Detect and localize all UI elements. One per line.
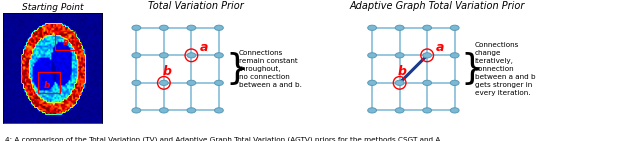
Ellipse shape: [396, 80, 404, 85]
Ellipse shape: [214, 108, 223, 113]
Text: }: }: [225, 52, 248, 86]
Ellipse shape: [423, 53, 431, 58]
Title: Starting Point: Starting Point: [22, 3, 84, 12]
Ellipse shape: [451, 108, 459, 113]
Ellipse shape: [132, 53, 141, 58]
Ellipse shape: [396, 25, 404, 30]
Text: a: a: [200, 41, 208, 54]
Ellipse shape: [451, 25, 459, 30]
Ellipse shape: [132, 25, 141, 30]
Ellipse shape: [187, 80, 196, 85]
Ellipse shape: [187, 108, 196, 113]
Ellipse shape: [423, 108, 431, 113]
Ellipse shape: [159, 108, 168, 113]
Text: Connections
remain constant
throughout,
no connection
between a and b.: Connections remain constant throughout, …: [239, 50, 301, 88]
Ellipse shape: [368, 108, 376, 113]
Ellipse shape: [214, 80, 223, 85]
Ellipse shape: [368, 80, 376, 85]
Ellipse shape: [451, 80, 459, 85]
Text: 4: A comparison of the Total Variation (TV) and Adaptive Graph Total Variation (: 4: A comparison of the Total Variation (…: [5, 137, 440, 141]
Ellipse shape: [214, 53, 223, 58]
Title: Total Variation Prior: Total Variation Prior: [148, 1, 243, 10]
Text: b: b: [162, 65, 172, 78]
Bar: [55, 31, 76, 50]
Text: b: b: [44, 81, 51, 90]
Ellipse shape: [423, 80, 431, 85]
Text: a: a: [435, 41, 444, 54]
Ellipse shape: [159, 53, 168, 58]
Text: a: a: [63, 38, 69, 47]
Ellipse shape: [396, 108, 404, 113]
Title: Adaptive Graph Total Variation Prior: Adaptive Graph Total Variation Prior: [349, 1, 525, 10]
Text: Connections
change
iteratively,
connection
between a and b
gets stronger in
ever: Connections change iteratively, connecti…: [474, 42, 535, 96]
Ellipse shape: [423, 25, 431, 30]
Ellipse shape: [368, 25, 376, 30]
Ellipse shape: [214, 25, 223, 30]
Ellipse shape: [187, 53, 196, 58]
Ellipse shape: [396, 53, 404, 58]
Ellipse shape: [132, 108, 141, 113]
Text: }: }: [461, 52, 484, 86]
Ellipse shape: [132, 80, 141, 85]
Ellipse shape: [368, 53, 376, 58]
Ellipse shape: [451, 53, 459, 58]
Ellipse shape: [159, 25, 168, 30]
Ellipse shape: [159, 80, 168, 85]
Bar: [38, 72, 60, 93]
Text: b: b: [398, 65, 407, 78]
Ellipse shape: [187, 25, 196, 30]
